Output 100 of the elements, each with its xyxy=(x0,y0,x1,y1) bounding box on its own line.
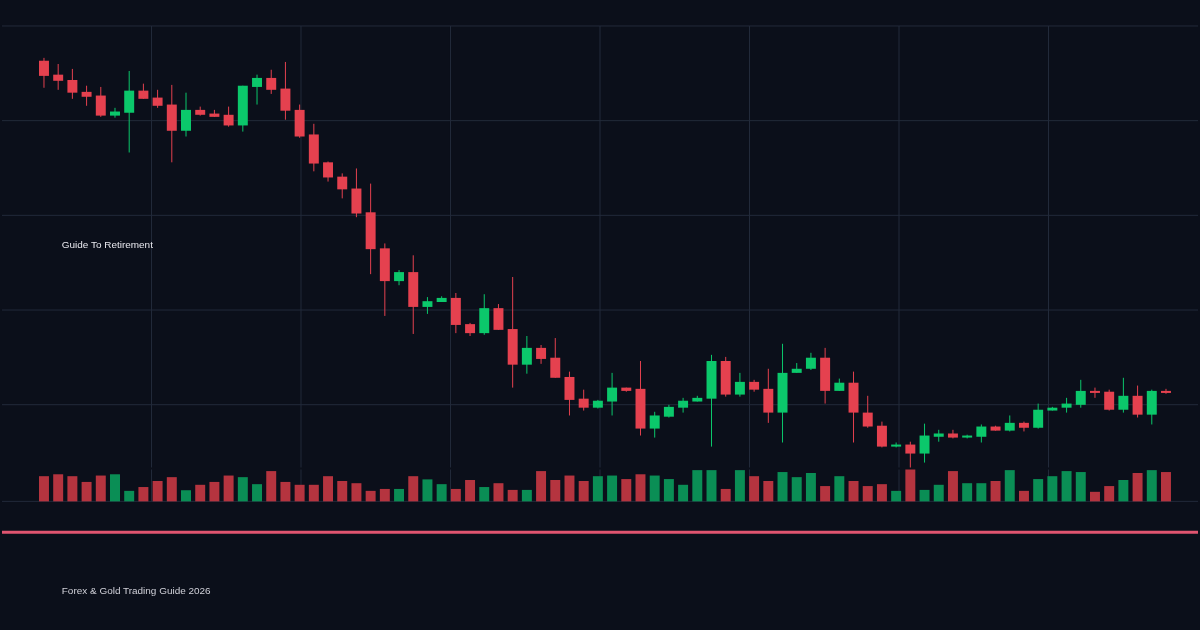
bar xyxy=(976,483,987,502)
bar xyxy=(365,490,376,502)
bar xyxy=(166,477,177,502)
bar xyxy=(223,475,234,502)
bar xyxy=(351,483,362,502)
bar xyxy=(39,476,49,502)
bar xyxy=(805,473,816,502)
candlestick xyxy=(1118,377,1129,414)
bar xyxy=(465,480,476,502)
bar xyxy=(493,483,504,502)
candlestick xyxy=(1146,389,1157,425)
bar xyxy=(876,484,887,502)
bar xyxy=(607,475,618,502)
bar xyxy=(1118,480,1129,502)
candlestick xyxy=(763,368,774,424)
candlestick xyxy=(578,389,589,412)
candlestick xyxy=(53,63,64,91)
text: Forex & Gold Trading Guide 2026 xyxy=(61,585,212,597)
candlestick xyxy=(152,89,163,109)
candlestick xyxy=(862,395,873,429)
candlestick xyxy=(607,372,618,416)
candlestick xyxy=(337,172,348,199)
bar xyxy=(692,470,703,502)
annotation: Guide To Retirement xyxy=(61,239,154,251)
bar xyxy=(678,484,689,502)
candlestick xyxy=(905,441,916,468)
bar xyxy=(820,486,831,502)
bar xyxy=(53,474,64,502)
candlestick xyxy=(493,303,504,331)
bar xyxy=(237,477,248,502)
candlestick xyxy=(1075,379,1086,409)
bar xyxy=(848,480,859,502)
candlestick xyxy=(280,61,291,121)
bar xyxy=(408,476,419,502)
bar xyxy=(635,474,646,502)
bar xyxy=(621,479,632,502)
bar xyxy=(422,479,433,502)
bar xyxy=(138,487,149,502)
bar xyxy=(209,481,220,502)
bar xyxy=(749,476,760,502)
candlestick xyxy=(67,68,78,100)
bar xyxy=(791,477,802,502)
bar xyxy=(1004,470,1015,502)
bar xyxy=(394,488,405,502)
candlestick xyxy=(564,371,575,416)
bar xyxy=(521,489,532,502)
bar xyxy=(990,480,1001,502)
bar xyxy=(905,469,916,502)
bar xyxy=(933,484,944,502)
bar xyxy=(1146,470,1157,502)
bar xyxy=(308,484,319,502)
bar xyxy=(919,489,930,502)
bar xyxy=(124,490,135,502)
bar xyxy=(252,484,262,502)
bar xyxy=(1132,473,1143,502)
candlestick xyxy=(323,161,334,183)
candlestick xyxy=(1104,389,1115,412)
candlestick xyxy=(1161,388,1171,395)
bar xyxy=(536,471,547,502)
candlestick xyxy=(39,57,49,89)
bar xyxy=(564,475,575,502)
bar xyxy=(195,484,206,502)
bar xyxy=(1061,471,1072,502)
bar xyxy=(1047,476,1058,502)
candlestick xyxy=(181,92,191,138)
bar xyxy=(962,483,973,502)
candlestick xyxy=(95,86,106,118)
candlestick xyxy=(1089,387,1100,399)
bar xyxy=(337,480,348,502)
bar xyxy=(152,480,163,502)
bar xyxy=(110,474,120,502)
candlestick xyxy=(734,372,745,398)
candlestick xyxy=(124,70,135,153)
bar xyxy=(181,490,191,502)
bar xyxy=(592,476,603,502)
bar xyxy=(1018,490,1029,502)
bar xyxy=(834,476,845,502)
bar xyxy=(436,484,447,502)
bar xyxy=(266,471,277,502)
bar xyxy=(280,481,291,502)
bar xyxy=(720,488,731,502)
bar xyxy=(294,484,305,502)
candlestick xyxy=(1132,385,1143,419)
bar xyxy=(479,487,490,502)
bar xyxy=(763,480,774,502)
bar xyxy=(862,486,873,502)
bar xyxy=(663,479,674,502)
candlestick xyxy=(919,423,930,464)
candlestick xyxy=(252,74,262,106)
bar xyxy=(507,489,518,502)
candlestick xyxy=(550,337,561,379)
candlestick xyxy=(110,107,120,119)
candlestick xyxy=(521,335,532,375)
candlestick xyxy=(649,411,660,439)
bar xyxy=(1104,486,1115,502)
bar xyxy=(947,471,958,502)
bar xyxy=(550,480,561,502)
bar xyxy=(1075,472,1086,502)
bar xyxy=(1161,472,1171,502)
bar xyxy=(95,475,106,502)
